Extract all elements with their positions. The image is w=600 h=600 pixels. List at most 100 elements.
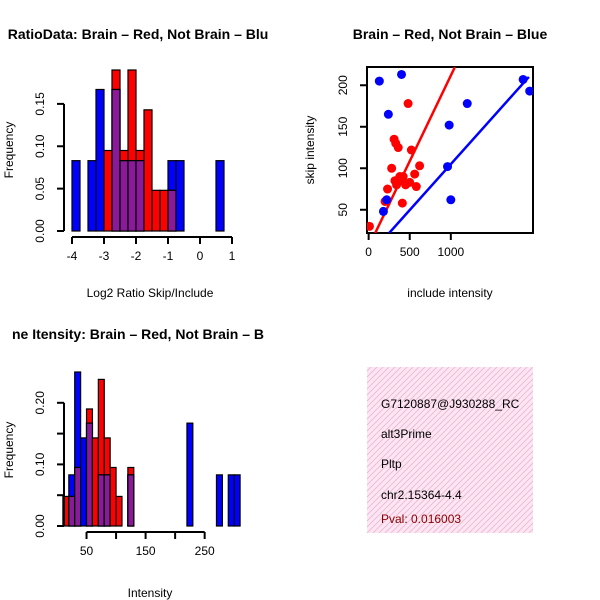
histogram-bar-overlap xyxy=(74,466,82,527)
scatter-point-brain xyxy=(405,177,415,187)
intensity-axes: 50 150 250 0.00 0.10 0.20 xyxy=(33,391,215,558)
histogram-bar-brain xyxy=(115,495,123,527)
scatter-point-not-brain xyxy=(525,86,533,96)
scatter-point-not-brain xyxy=(374,76,384,86)
y-tick-label: 0.10 xyxy=(33,134,47,158)
histogram-bar-not-brain xyxy=(233,474,241,527)
y-tick-label: 0.15 xyxy=(33,92,47,116)
histogram-bar-brain xyxy=(143,109,153,232)
x-tick-label: 0 xyxy=(365,245,372,259)
scatter-point-not-brain xyxy=(443,162,453,172)
y-axis-label: Frequency xyxy=(2,122,16,179)
scatter-point-brain xyxy=(367,221,374,231)
intensity-histogram-panel: ne Itensity: Brain – Red, Not Brain – B … xyxy=(2,326,264,600)
scatter-point-brain xyxy=(390,176,400,186)
chart-title: Brain – Red, Not Brain – Blue xyxy=(353,26,548,42)
ratio-bars xyxy=(71,69,225,232)
p-value: Pval: 0.016003 xyxy=(381,512,461,526)
scatter-point-brain xyxy=(406,145,416,155)
x-axis-label: include intensity xyxy=(407,286,492,300)
scatter-point-brain xyxy=(403,99,413,109)
histogram-bar-overlap xyxy=(111,88,121,232)
histogram-bar-not-brain xyxy=(80,437,88,527)
y-tick-label: 50 xyxy=(336,203,350,217)
x-tick-label: -1 xyxy=(163,249,174,263)
scatter-point-brain xyxy=(393,143,403,153)
histogram-bar-overlap xyxy=(68,495,76,527)
scatter-point-not-brain xyxy=(382,195,392,205)
x-axis-label: Log2 Ratio Skip/Include xyxy=(87,286,214,300)
x-tick-label: 1 xyxy=(229,249,236,263)
fit-line-not-brain xyxy=(388,76,530,233)
y-tick-label: 200 xyxy=(336,75,350,95)
scatter-point-brain xyxy=(410,169,420,179)
y-tick-label: 150 xyxy=(336,116,350,136)
histogram-bar-overlap xyxy=(167,189,177,232)
histogram-bar-overlap xyxy=(127,474,135,527)
y-tick-label: 0.00 xyxy=(33,514,47,538)
histogram-bar-not-brain xyxy=(215,474,223,527)
histogram-bar-brain xyxy=(151,189,161,232)
scatter-panel: Brain – Red, Not Brain – Blue 0 500 1000 50… xyxy=(303,26,547,300)
scatter-point-brain xyxy=(411,182,421,192)
histogram-bar-overlap xyxy=(119,160,129,232)
histogram-bar-overlap xyxy=(85,422,94,527)
chart-title: ne Itensity: Brain – Red, Not Brain – B xyxy=(12,326,264,342)
x-tick-label: 500 xyxy=(400,245,420,259)
scatter-point-brain xyxy=(397,198,407,208)
scatter-point-not-brain xyxy=(444,120,454,130)
histogram-bar-not-brain xyxy=(186,422,194,527)
x-tick-label: 250 xyxy=(195,544,215,558)
x-tick-label: -4 xyxy=(67,249,78,263)
chart-title: RatioData: Brain – Red, Not Brain – Blu xyxy=(8,26,269,42)
probe-id: G7120887@J930288_RC xyxy=(381,397,520,411)
scatter-point-brain xyxy=(415,161,425,171)
x-tick-label: -3 xyxy=(99,249,110,263)
y-tick-label: 100 xyxy=(336,158,350,178)
histogram-bar-not-brain xyxy=(175,160,185,232)
histogram-bar-overlap xyxy=(103,474,111,527)
histogram-bar-not-brain xyxy=(95,88,105,232)
scatter-point-not-brain xyxy=(383,109,393,119)
x-tick-label: 50 xyxy=(80,544,94,558)
genomic-location: chr2.15364-4.4 xyxy=(381,488,462,502)
histogram-bar-brain xyxy=(91,437,99,527)
histogram-bar-not-brain xyxy=(227,474,235,527)
scatter-point-brain xyxy=(387,163,397,173)
plot-frame xyxy=(366,66,534,234)
x-tick-label: 0 xyxy=(197,249,204,263)
x-axis-label: Intensity xyxy=(128,586,173,600)
ratio-axes: -4 -3 -2 -1 0 1 0.00 0.05 0.10 0.15 xyxy=(33,92,236,263)
x-tick-label: 150 xyxy=(136,544,156,558)
scatter-point-brain xyxy=(383,184,393,194)
info-box-background xyxy=(367,367,533,533)
histogram-bar-brain xyxy=(109,466,117,527)
ratio-histogram-panel: RatioData: Brain – Red, Not Brain – Blu … xyxy=(2,26,268,300)
scatter-point-not-brain xyxy=(446,195,456,205)
scatter-point-not-brain xyxy=(462,99,472,109)
y-axis-label: Frequency xyxy=(2,422,16,479)
scatter-point-not-brain xyxy=(518,74,528,84)
histogram-bar-not-brain xyxy=(71,160,81,232)
gene-name: Pltp xyxy=(381,457,402,471)
scatter-marks xyxy=(367,67,533,233)
event-type: alt3Prime xyxy=(381,427,432,441)
x-tick-label: -2 xyxy=(131,249,142,263)
histogram-bar-overlap xyxy=(135,160,145,232)
scatter-point-not-brain xyxy=(378,206,388,216)
scatter-axes: 0 500 1000 50 100 150 200 xyxy=(336,66,534,259)
histogram-bar-not-brain xyxy=(87,160,97,232)
histogram-bar-brain xyxy=(159,189,169,232)
intensity-bars xyxy=(62,371,241,527)
y-tick-label: 0.10 xyxy=(33,452,47,476)
y-tick-label: 0.00 xyxy=(33,219,47,243)
histogram-bar-brain xyxy=(103,149,113,232)
histogram-bar-overlap xyxy=(97,474,105,527)
y-tick-label: 0.05 xyxy=(33,177,47,201)
scatter-point-brain xyxy=(398,172,408,182)
x-tick-label: 1000 xyxy=(437,245,464,259)
histogram-bar-overlap xyxy=(127,160,137,232)
scatter-point-not-brain xyxy=(397,69,407,79)
y-tick-label: 0.20 xyxy=(33,391,47,415)
